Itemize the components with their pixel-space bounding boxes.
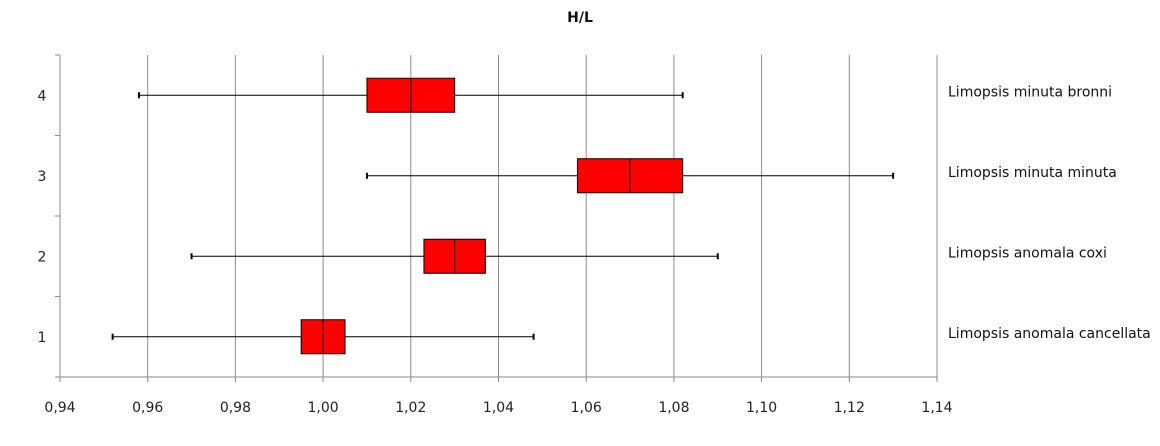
series-label: Limopsis anomala cancellata: [948, 326, 1151, 342]
x-tick-label: 0,96: [132, 400, 163, 416]
x-tick-label: 1,10: [746, 400, 777, 416]
x-tick-label: 1,02: [395, 400, 426, 416]
x-tick-label: 1,00: [308, 400, 339, 416]
x-tick-label: 1,04: [483, 400, 514, 416]
series-label: Limopsis minuta minuta: [948, 165, 1117, 181]
y-tick-label: 2: [38, 249, 47, 265]
y-tick-label: 1: [38, 330, 47, 346]
x-tick-label: 0,98: [220, 400, 251, 416]
chart-title: H/L: [567, 10, 593, 26]
y-tick-label: 4: [38, 88, 47, 104]
x-tick-label: 1,12: [834, 400, 865, 416]
series-label: Limopsis minuta bronni: [948, 84, 1112, 100]
x-tick-label: 0,94: [44, 400, 75, 416]
y-tick-label: 3: [38, 169, 47, 185]
x-tick-label: 1,06: [571, 400, 602, 416]
x-tick-label: 1,08: [658, 400, 689, 416]
series-label: Limopsis anomala coxi: [948, 245, 1107, 261]
x-tick-label: 1,14: [921, 400, 952, 416]
